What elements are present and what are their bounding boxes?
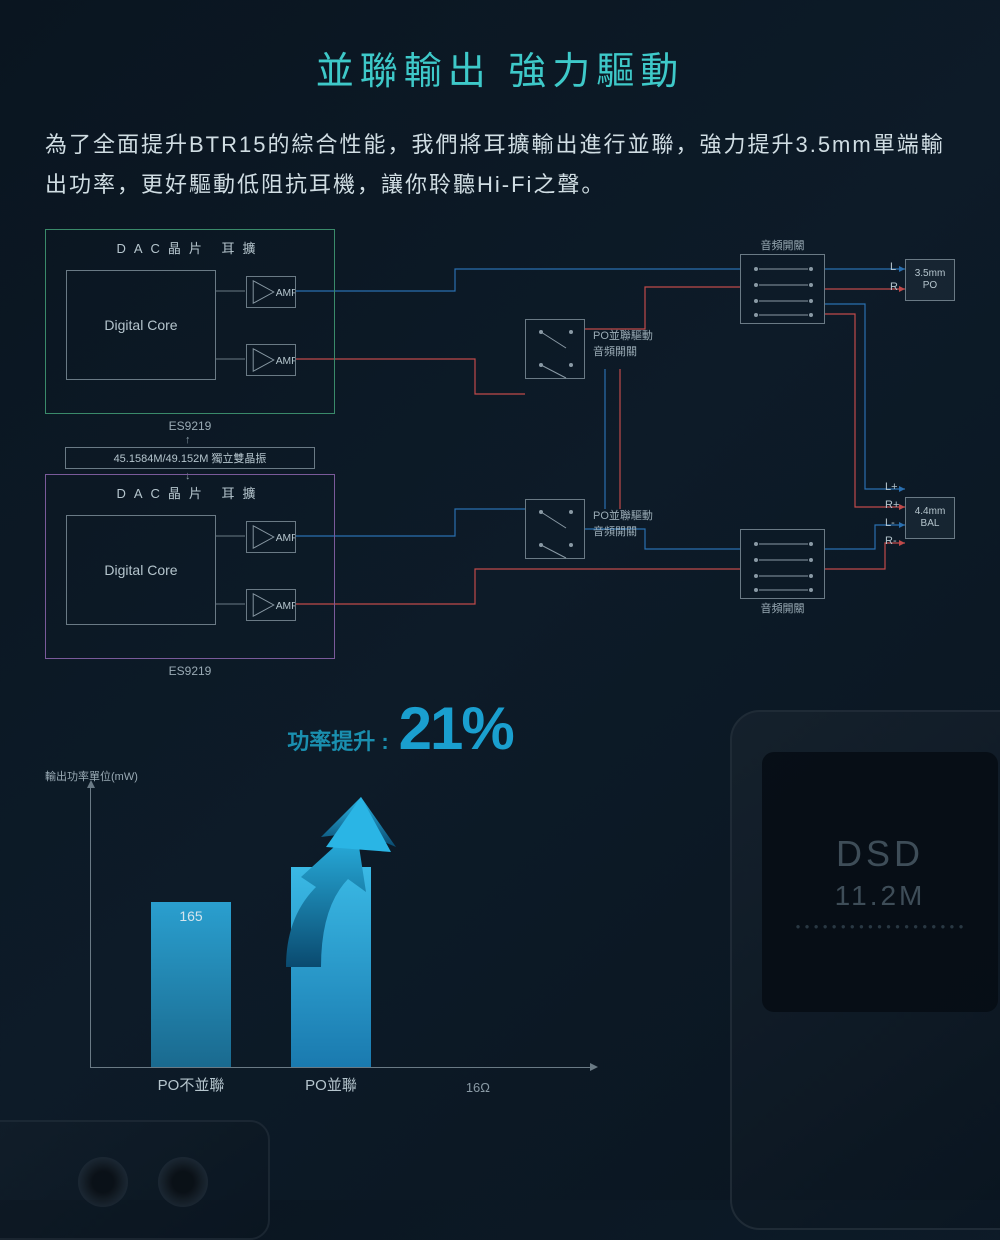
signal-diagram: DAC晶片 耳擴 Digital Core AMP AMP ES9219 ↑ 4… [45, 229, 955, 659]
audio-switch-label-bottom: 音頻開關 [741, 600, 824, 616]
digital-core-bottom: Digital Core [66, 515, 216, 625]
core-label-bottom: Digital Core [104, 562, 177, 578]
impedance-label: 16Ω [466, 1080, 490, 1095]
po-switch-label-bottom: PO並聯驅動音頻開關 [593, 509, 653, 540]
svg-text:AMP: AMP [276, 533, 295, 544]
power-boost-percent: 21% [399, 694, 513, 763]
bar-label-2: PO並聯 [286, 1074, 376, 1095]
svg-text:AMP: AMP [276, 601, 295, 612]
pin-rm: R- [885, 535, 897, 547]
power-boost-label: 功率提升 : [287, 724, 388, 756]
po-switch-label-top: PO並聯驅動音頻開關 [593, 329, 653, 360]
power-bar-chart: 輸出功率單位(mW) 165 200 PO不並聯 PO並聯 16Ω [45, 773, 605, 1103]
output-3-5mm: 3.5mmPO [905, 259, 955, 301]
crystal-oscillator: 45.1584M/49.152M 獨立雙晶振 [65, 447, 315, 469]
chip-model-bottom: ES9219 [46, 664, 334, 678]
dac-header-bottom: DAC晶片 耳擴 [46, 483, 334, 502]
amp-top-2: AMP [246, 344, 296, 376]
dac-block-bottom: DAC晶片 耳擴 Digital Core AMP AMP ES9219 [45, 474, 335, 659]
digital-core-top: Digital Core [66, 270, 216, 380]
chart-axes: 165 200 PO不並聯 PO並聯 16Ω [90, 788, 590, 1068]
core-label-top: Digital Core [104, 317, 177, 333]
up-arrow-icon [266, 797, 396, 977]
arrow-up-icon: ↑ [185, 434, 191, 446]
dac-header-top: DAC晶片 耳擴 [46, 238, 334, 257]
audio-switch-top: 音頻開關 [740, 254, 825, 324]
amp-bot-2: AMP [246, 589, 296, 621]
dac-block-top: DAC晶片 耳擴 Digital Core AMP AMP ES9219 [45, 229, 335, 414]
pin-l: L [890, 261, 896, 273]
pin-r: R [890, 281, 898, 293]
pin-lp: L+ [885, 481, 898, 493]
audio-switch-bottom: 音頻開關 [740, 529, 825, 599]
po-switch-top [525, 319, 585, 379]
amp-top-1: AMP [246, 276, 296, 308]
svg-text:AMP: AMP [276, 288, 295, 299]
power-chart-section: 功率提升 : 21% 輸出功率單位(mW) 165 200 PO不並聯 P [45, 694, 955, 1103]
bar-value-1: 165 [151, 908, 231, 924]
description-text: 為了全面提升BTR15的綜合性能，我們將耳擴輸出進行並聯，強力提升3.5mm單端… [45, 125, 955, 204]
po-switch-bottom [525, 499, 585, 559]
bar-label-1: PO不並聯 [141, 1074, 241, 1095]
amp-bot-1: AMP [246, 521, 296, 553]
page-title: 並聯輸出 強力驅動 [45, 40, 955, 95]
pin-rp: R+ [885, 499, 899, 511]
bar-no-parallel: 165 [151, 902, 231, 1067]
svg-text:AMP: AMP [276, 356, 295, 367]
chip-model-top: ES9219 [46, 419, 334, 433]
device-bottom-mockup [0, 1120, 270, 1240]
audio-switch-label-top: 音頻開關 [741, 237, 824, 253]
pin-lm: L- [885, 517, 895, 529]
output-4-4mm: 4.4mmBAL [905, 497, 955, 539]
